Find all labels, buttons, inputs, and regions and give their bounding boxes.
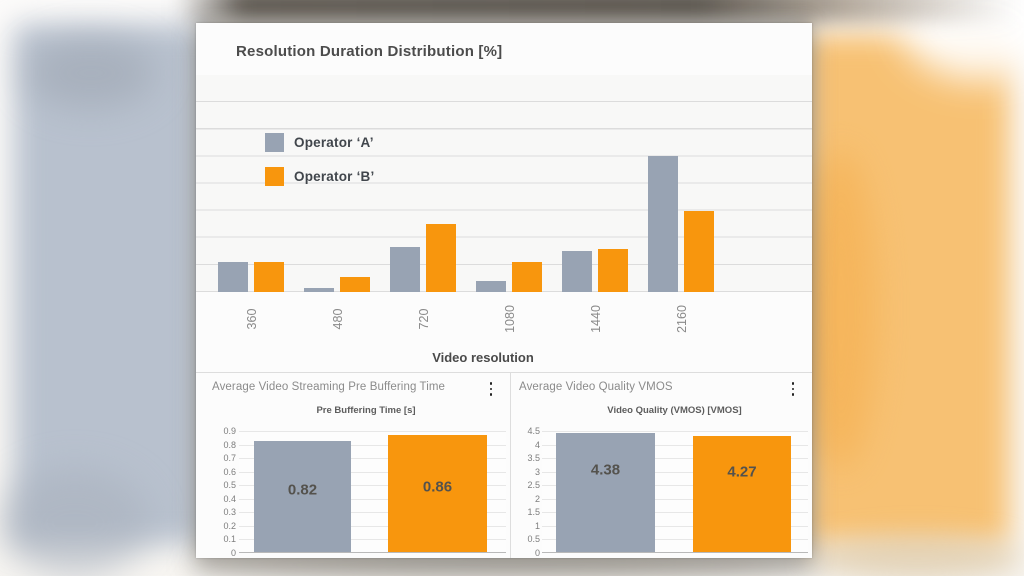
backdrop-left-blue-gray — [14, 24, 204, 544]
bar-operator-a-1080 — [476, 281, 506, 292]
vmos-card: Average Video Quality VMOS Video Quality… — [511, 373, 812, 558]
legend-label-operator-b: Operator ‘B’ — [294, 169, 375, 184]
bar-operator-b: 4.27 — [693, 436, 791, 552]
legend-swatch-operator-a — [265, 133, 284, 152]
y-tick-label-0.6: 0.6 — [223, 466, 236, 477]
y-tick-label-0.7: 0.7 — [223, 453, 236, 464]
backdrop-left-smudge — [26, 38, 156, 108]
bar-operator-a-360 — [218, 262, 248, 292]
bar-value-label: 0.86 — [422, 478, 453, 496]
legend-swatch-operator-b — [265, 167, 284, 186]
chart-legend: Operator ‘A’ Operator ‘B’ — [265, 133, 374, 201]
y-tick-label-2.5: 2.5 — [527, 480, 540, 491]
bar-operator-b-1440 — [598, 248, 628, 292]
bar-operator-a: 0.82 — [254, 440, 351, 552]
bar-operator-b-360 — [254, 262, 284, 292]
vmos-chart-title: Video Quality (VMOS) [VMOS] — [607, 405, 742, 416]
y-tick-label-1.5: 1.5 — [527, 507, 540, 518]
bar-operator-a-720 — [390, 247, 420, 292]
bar-value-label: 4.27 — [727, 463, 757, 481]
y-tick-label-0.5: 0.5 — [527, 534, 540, 545]
gridline — [239, 525, 506, 527]
prebuffering-plot: 0.82 0.86 — [239, 431, 506, 553]
kebab-menu-icon[interactable] — [484, 381, 498, 397]
backdrop-top-dark-band — [175, 0, 1020, 22]
gridline — [542, 444, 808, 446]
gridline — [239, 431, 506, 432]
y-tick-label-3: 3 — [534, 466, 540, 477]
gridline — [239, 512, 506, 514]
x-tick-label-480: 480 — [331, 308, 345, 330]
y-tick-label-0.1: 0.1 — [223, 534, 236, 545]
y-tick-label-0.8: 0.8 — [223, 439, 236, 450]
y-tick-label-4: 4 — [534, 439, 540, 450]
gridline — [239, 539, 506, 541]
y-tick-label-0.2: 0.2 — [223, 520, 236, 531]
legend-item-operator-a: Operator ‘A’ — [265, 133, 374, 152]
prebuffering-card: Average Video Streaming Pre Buffering Ti… — [196, 373, 510, 558]
y-tick-label-0.4: 0.4 — [223, 493, 236, 504]
bar-operator-a-2160 — [648, 156, 678, 292]
y-tick-label-1: 1 — [534, 520, 540, 531]
bar-operator-b: 0.86 — [388, 435, 487, 552]
main-chart-title: Resolution Duration Distribution [%] — [236, 43, 503, 60]
x-tick-label-1080: 1080 — [503, 305, 517, 333]
bar-operator-b-1080 — [512, 262, 542, 292]
bar-operator-b-480 — [340, 277, 370, 292]
gridline — [239, 498, 506, 500]
gridline — [239, 458, 506, 460]
x-tick-label-2160: 2160 — [675, 305, 689, 333]
resolution-distribution-plot: Operator ‘A’ Operator ‘B’ — [196, 75, 812, 292]
bar-operator-a: 4.38 — [556, 433, 655, 552]
gridline — [542, 539, 808, 541]
bar-operator-a-1440 — [562, 251, 592, 292]
backdrop-bottom-right-tan — [810, 536, 1024, 576]
y-tick-label-0.9: 0.9 — [223, 426, 236, 436]
gridline — [542, 512, 808, 514]
y-tick-label-0.5: 0.5 — [223, 480, 236, 491]
gridline — [239, 485, 506, 487]
gridline — [542, 458, 808, 460]
vmos-plot: 4.38 4.27 — [542, 431, 808, 553]
gridline — [542, 485, 808, 487]
prebuffering-card-title: Average Video Streaming Pre Buffering Ti… — [212, 381, 446, 393]
gridline — [239, 444, 506, 446]
horizontal-divider — [196, 372, 812, 373]
x-tick-label-720: 720 — [417, 308, 431, 330]
vmos-card-title: Average Video Quality VMOS — [519, 381, 673, 393]
gridline — [542, 471, 808, 473]
backdrop-left-bottom — [0, 468, 150, 576]
bar-value-label: 0.82 — [287, 481, 318, 499]
vertical-divider — [510, 373, 511, 558]
gridline — [239, 471, 506, 473]
dashboard-panel: Resolution Duration Distribution [%] Ope… — [196, 23, 812, 558]
prebuffering-chart-title: Pre Buffering Time [s] — [316, 405, 416, 416]
y-tick-label-4.5: 4.5 — [527, 426, 540, 436]
x-tick-label-360: 360 — [245, 308, 259, 330]
backdrop-right-highlight — [806, 150, 876, 470]
y-tick-label-0: 0 — [230, 548, 236, 558]
gridline — [542, 498, 808, 500]
x-axis-title: Video resolution — [432, 350, 534, 365]
bar-value-label: 4.38 — [590, 461, 621, 479]
bar-operator-b-720 — [426, 224, 456, 292]
y-tick-label-2: 2 — [534, 493, 540, 504]
y-tick-label-0.3: 0.3 — [223, 507, 236, 518]
bar-operator-b-2160 — [684, 210, 714, 292]
y-tick-label-3.5: 3.5 — [527, 453, 540, 464]
gridline — [542, 525, 808, 527]
kebab-menu-icon[interactable] — [786, 381, 800, 397]
legend-item-operator-b: Operator ‘B’ — [265, 167, 374, 186]
legend-label-operator-a: Operator ‘A’ — [294, 135, 374, 150]
bar-operator-a-480 — [304, 287, 334, 292]
x-tick-label-1440: 1440 — [589, 305, 603, 333]
gridline — [542, 431, 808, 432]
bottom-cards-row: Average Video Streaming Pre Buffering Ti… — [196, 373, 812, 558]
y-tick-label-0: 0 — [534, 548, 540, 558]
